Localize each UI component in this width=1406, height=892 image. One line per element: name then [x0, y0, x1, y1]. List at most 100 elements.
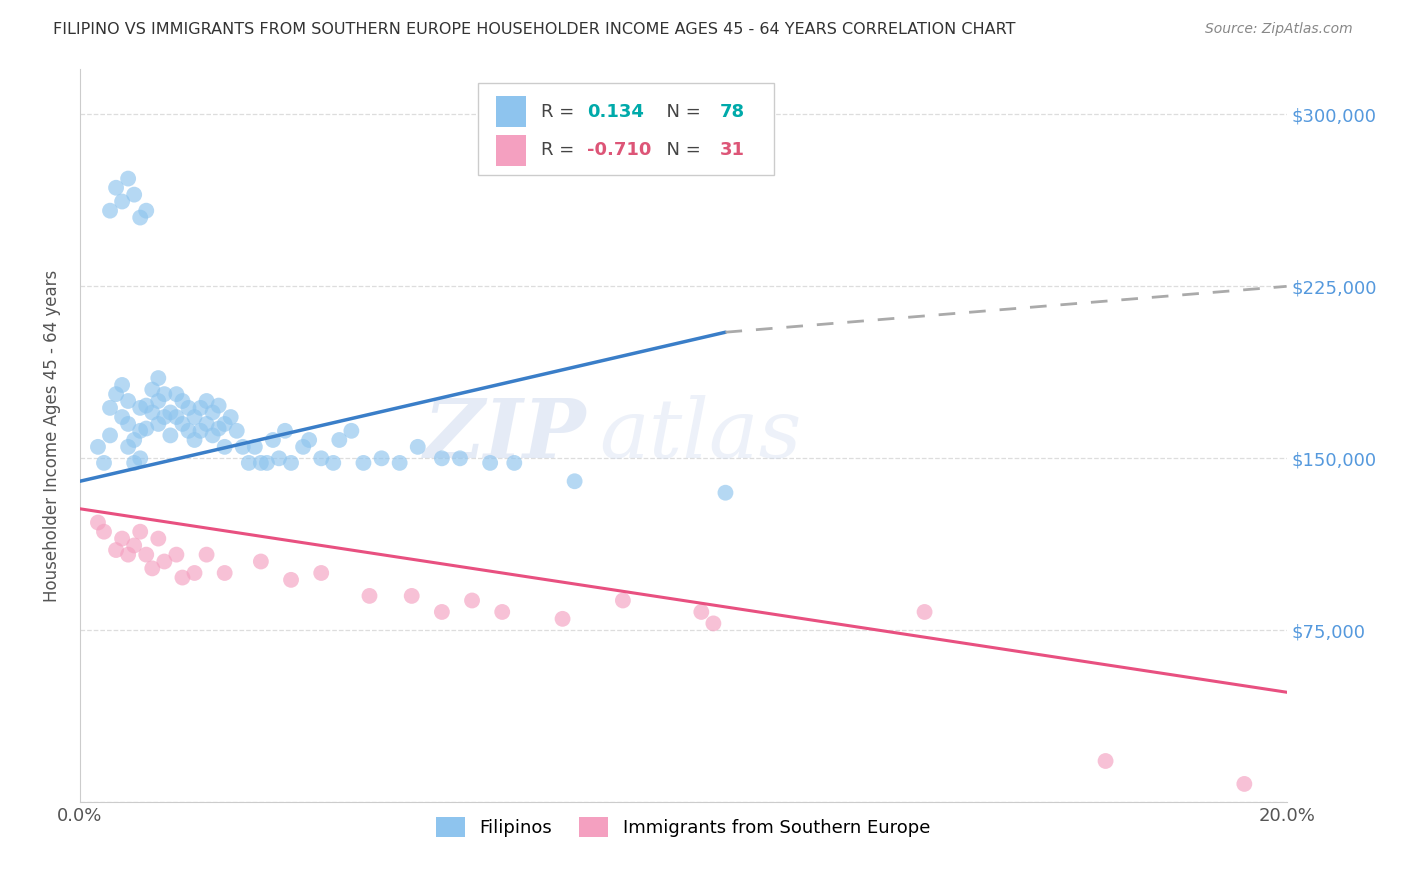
- Point: [129, 211, 152, 225]
- Point: [612, 593, 634, 607]
- Point: [262, 433, 284, 447]
- Point: [195, 417, 218, 431]
- Point: [702, 616, 724, 631]
- Legend: Filipinos, Immigrants from Southern Europe: Filipinos, Immigrants from Southern Euro…: [429, 809, 938, 845]
- Point: [219, 410, 242, 425]
- Point: [122, 456, 145, 470]
- Bar: [496, 96, 526, 128]
- Point: [370, 451, 392, 466]
- Point: [352, 456, 374, 470]
- Point: [153, 554, 176, 568]
- Point: [129, 524, 152, 539]
- Point: [309, 566, 332, 580]
- Text: 31: 31: [720, 141, 744, 159]
- Text: 0.134: 0.134: [586, 103, 644, 120]
- Point: [148, 532, 170, 546]
- Point: [274, 424, 297, 438]
- Point: [159, 405, 181, 419]
- Point: [225, 424, 247, 438]
- Point: [190, 424, 212, 438]
- Point: [135, 203, 157, 218]
- FancyBboxPatch shape: [478, 83, 773, 175]
- Point: [461, 593, 484, 607]
- Point: [183, 566, 205, 580]
- Point: [122, 433, 145, 447]
- Point: [214, 566, 236, 580]
- Text: atlas: atlas: [599, 395, 801, 475]
- Point: [165, 410, 187, 425]
- Text: 78: 78: [720, 103, 745, 120]
- Point: [430, 451, 453, 466]
- Point: [117, 417, 139, 431]
- Point: [195, 394, 218, 409]
- Point: [117, 171, 139, 186]
- Point: [183, 410, 205, 425]
- Point: [491, 605, 513, 619]
- Point: [183, 433, 205, 447]
- Point: [280, 456, 302, 470]
- Point: [177, 424, 200, 438]
- Point: [243, 440, 266, 454]
- Point: [551, 612, 574, 626]
- Point: [98, 401, 121, 415]
- Point: [129, 401, 152, 415]
- Point: [141, 561, 163, 575]
- Point: [449, 451, 471, 466]
- Point: [122, 187, 145, 202]
- Point: [479, 456, 502, 470]
- Point: [153, 387, 176, 401]
- Point: [93, 524, 115, 539]
- Point: [322, 456, 344, 470]
- Point: [690, 605, 713, 619]
- Point: [172, 417, 194, 431]
- Text: Source: ZipAtlas.com: Source: ZipAtlas.com: [1205, 22, 1353, 37]
- Point: [98, 203, 121, 218]
- Point: [165, 387, 187, 401]
- Point: [214, 417, 236, 431]
- Point: [93, 456, 115, 470]
- Y-axis label: Householder Income Ages 45 - 64 years: Householder Income Ages 45 - 64 years: [44, 269, 60, 601]
- Point: [135, 421, 157, 435]
- Point: [214, 440, 236, 454]
- Text: ZIP: ZIP: [425, 395, 586, 475]
- Point: [238, 456, 260, 470]
- Point: [129, 424, 152, 438]
- Point: [401, 589, 423, 603]
- Point: [208, 399, 231, 413]
- Text: N =: N =: [655, 103, 707, 120]
- Point: [914, 605, 936, 619]
- Point: [117, 394, 139, 409]
- Point: [111, 410, 134, 425]
- Point: [129, 451, 152, 466]
- Point: [208, 421, 231, 435]
- Point: [105, 543, 128, 558]
- Point: [359, 589, 381, 603]
- Point: [232, 440, 254, 454]
- Point: [250, 456, 273, 470]
- Point: [292, 440, 315, 454]
- Text: R =: R =: [541, 141, 579, 159]
- Point: [87, 440, 110, 454]
- Point: [148, 394, 170, 409]
- Bar: [496, 135, 526, 166]
- Point: [172, 570, 194, 584]
- Point: [1094, 754, 1116, 768]
- Point: [340, 424, 363, 438]
- Point: [1233, 777, 1256, 791]
- Point: [105, 387, 128, 401]
- Point: [148, 417, 170, 431]
- Point: [201, 428, 224, 442]
- Point: [309, 451, 332, 466]
- Text: FILIPINO VS IMMIGRANTS FROM SOUTHERN EUROPE HOUSEHOLDER INCOME AGES 45 - 64 YEAR: FILIPINO VS IMMIGRANTS FROM SOUTHERN EUR…: [53, 22, 1017, 37]
- Point: [430, 605, 453, 619]
- Point: [148, 371, 170, 385]
- Point: [141, 405, 163, 419]
- Point: [280, 573, 302, 587]
- Point: [177, 401, 200, 415]
- Point: [159, 428, 181, 442]
- Point: [714, 485, 737, 500]
- Point: [195, 548, 218, 562]
- Point: [564, 475, 586, 489]
- Point: [388, 456, 411, 470]
- Point: [172, 394, 194, 409]
